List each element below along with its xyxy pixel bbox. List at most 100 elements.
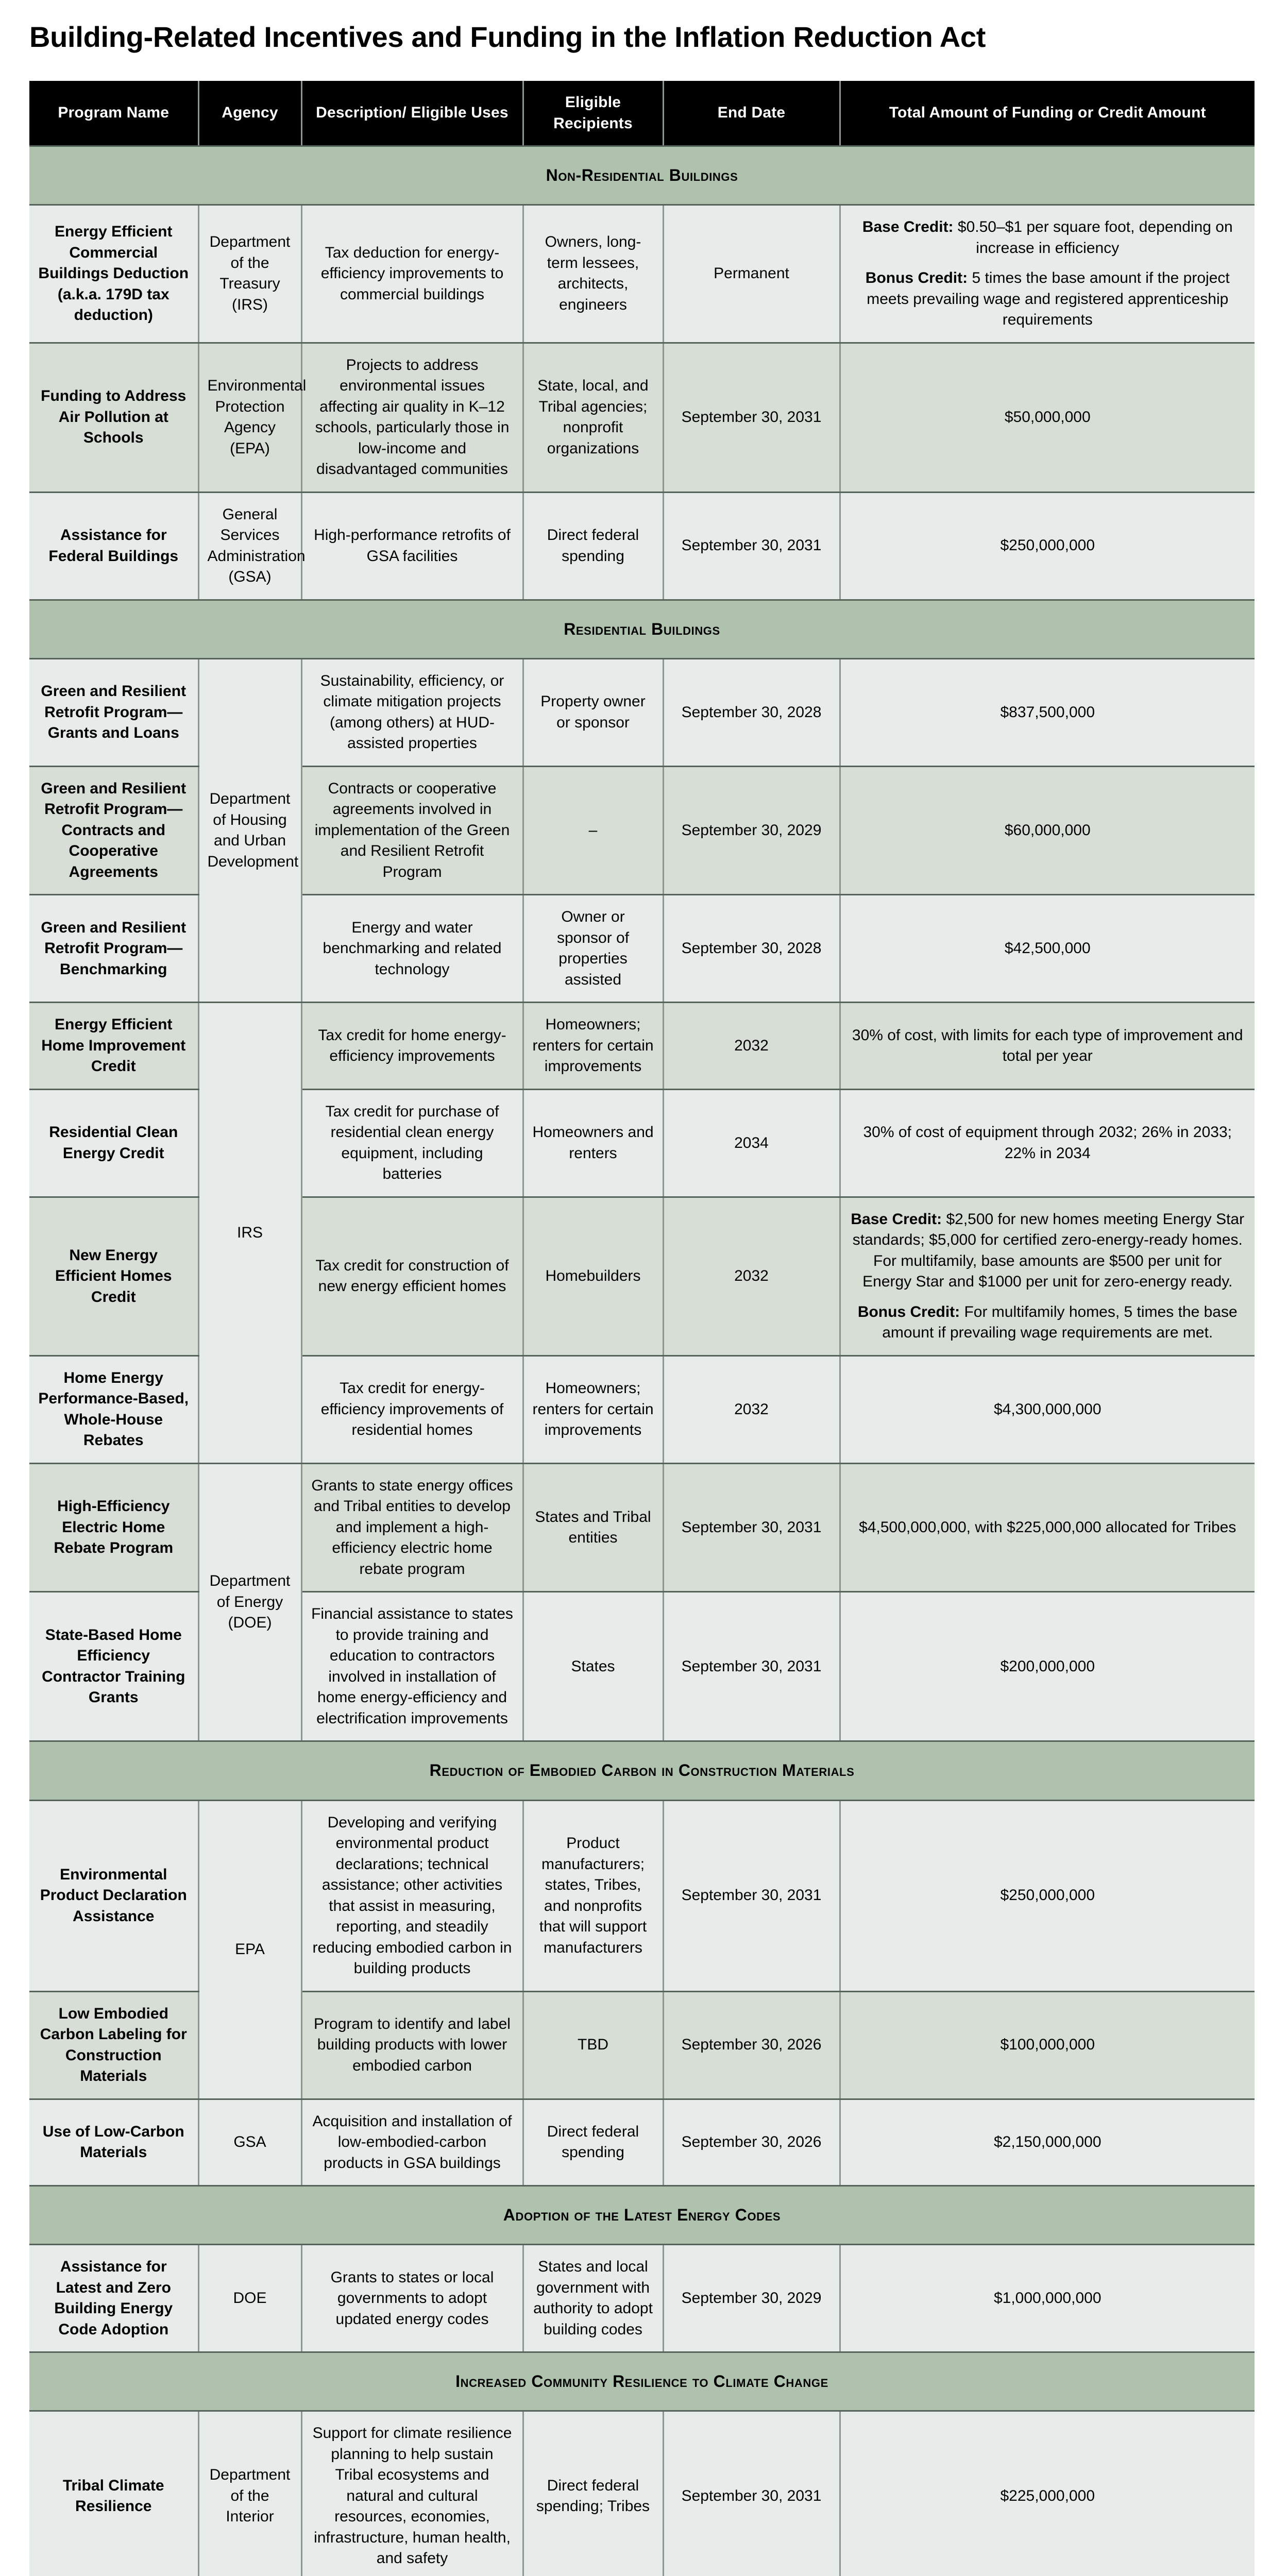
table-row: Assistance for Federal Buildings General … [29, 492, 1255, 601]
cell-eligible-recipients: Homeowners; renters for certain improvem… [523, 1355, 664, 1464]
cell-program-name: Green and Resilient Retrofit Program—Gra… [29, 658, 199, 767]
cell-agency: IRS [198, 1002, 302, 1464]
section-band-row: Adoption of the Latest Energy Codes [29, 2185, 1255, 2246]
cell-eligible-recipients: Direct federal spending; Tribes [523, 2411, 664, 2576]
column-header-total-amount: Total Amount of Funding or Credit Amount [840, 81, 1255, 147]
cell-total-amount: $2,150,000,000 [840, 2099, 1255, 2187]
header-row: Program Name Agency Description/ Eligibl… [29, 81, 1255, 147]
cell-description: Tax credit for purchase of residential c… [301, 1089, 524, 1198]
cell-description: Sustainability, efficiency, or climate m… [301, 658, 524, 767]
table-row: Environmental Product Declaration Assist… [29, 1800, 1255, 2100]
cell-end-date: Permanent [663, 205, 841, 344]
column-header-end-date: End Date [663, 81, 841, 147]
cell-eligible-recipients: State, local, and Tribal agencies; nonpr… [523, 343, 664, 493]
cell-total-amount: $60,000,000 [840, 766, 1255, 896]
cell-description: Support for climate resilience planning … [301, 2411, 524, 2576]
table-row: Energy Efficient Home Improvement Credit… [29, 1002, 1255, 1464]
cell-eligible-recipients: States and local government with authori… [523, 2244, 664, 2353]
cell-eligible-recipients: TBD [523, 1991, 664, 2100]
cell-eligible-recipients: Homeowners; renters for certain improvem… [523, 1002, 664, 1090]
cell-eligible-recipients: States [523, 1591, 664, 1742]
cell-total-amount: $42,500,000 [840, 894, 1255, 1004]
table-row: Use of Low-Carbon Materials GSA Acquisitio… [29, 2099, 1255, 2187]
cell-total-amount: $100,000,000 [840, 1991, 1255, 2100]
cell-eligible-recipients: Property owner or sponsor [523, 658, 664, 767]
cell-total-amount: Base Credit: $0.50–$1 per square foot, d… [840, 205, 1255, 344]
cell-eligible-recipients: Owners, long-term lessees, architects, e… [523, 205, 664, 344]
cell-program-name: Funding to Address Air Pollution at Scho… [29, 343, 199, 493]
section-heading: Increased Community Resilience to Climat… [29, 2351, 1255, 2412]
cell-agency: EPA [198, 1800, 302, 2100]
cell-eligible-recipients: Direct federal spending [523, 2099, 664, 2187]
cell-program-name: Green and Resilient Retrofit Program—Ben… [29, 894, 199, 1004]
cell-end-date: September 30, 2028 [663, 894, 841, 1004]
cell-agency: General Services Administration (GSA) [198, 492, 306, 601]
cell-program-name: Assistance for Federal Buildings [29, 492, 199, 601]
cell-description: Developing and verifying environmental p… [301, 1800, 524, 1992]
table-header: Program Name Agency Description/ Eligibl… [29, 81, 1255, 147]
section-band-row: Increased Community Resilience to Climat… [29, 2351, 1255, 2412]
column-header-program-name: Program Name [29, 81, 199, 147]
cell-description: Program to identify and label building p… [301, 1991, 524, 2100]
cell-eligible-recipients: Direct federal spending [523, 492, 664, 601]
cell-agency: DOE [198, 2244, 302, 2353]
cell-end-date: September 30, 2031 [663, 492, 841, 601]
cell-program-name: Energy Efficient Commercial Buildings De… [29, 205, 199, 344]
cell-total-amount: $4,500,000,000, with $225,000,000 alloca… [840, 1463, 1255, 1593]
cell-total-amount: $200,000,000 [840, 1591, 1255, 1742]
cell-eligible-recipients: Homebuilders [523, 1197, 664, 1357]
cell-eligible-recipients: Owner or sponsor of properties assisted [523, 894, 664, 1004]
cell-program-name: Use of Low-Carbon Materials [29, 2099, 199, 2187]
cell-program-name: New Energy Efficient Homes Credit [29, 1197, 199, 1357]
cell-total-amount: $50,000,000 [840, 343, 1255, 493]
cell-end-date: September 30, 2031 [663, 1800, 841, 1992]
cell-description: Tax deduction for energy-efficiency impr… [301, 205, 524, 344]
section-band-row: Non-Residential Buildings [29, 145, 1255, 206]
cell-program-name: Tribal Climate Resilience [29, 2411, 199, 2576]
table-row: Energy Efficient Commercial Buildings De… [29, 205, 1255, 344]
section-heading: Residential Buildings [29, 599, 1255, 659]
cell-total-amount: $837,500,000 [840, 658, 1255, 767]
cell-description: Financial assistance to states to provid… [301, 1591, 524, 1742]
cell-eligible-recipients: Product manufacturers; states, Tribes, a… [523, 1800, 664, 1992]
cell-end-date: September 30, 2026 [663, 2099, 841, 2187]
cell-end-date: 2034 [663, 1089, 841, 1198]
cell-description: Acquisition and installation of low-embo… [301, 2099, 524, 2187]
table-row: Green and Resilient Retrofit Program—Gra… [29, 658, 1255, 1004]
table-row: State-Based Home Efficiency Contractor T… [29, 1591, 1255, 1742]
column-header-eligible-recipients: Eligible Recipients [523, 81, 664, 147]
cell-eligible-recipients: States and Tribal entities [523, 1463, 664, 1593]
cell-agency: Environmental Protection Agency (EPA) [198, 343, 306, 493]
section-band-row: Reduction of Embodied Carbon in Construc… [29, 1740, 1255, 1801]
cell-program-name: High-Efficiency Electric Home Rebate Pro… [29, 1463, 199, 1593]
cell-description: Tax credit for construction of new energ… [301, 1197, 524, 1357]
table-row: Assistance for Latest and Zero Building … [29, 2244, 1255, 2353]
cell-description: Grants to state energy offices and Triba… [301, 1463, 524, 1593]
cell-agency: GSA [198, 2099, 302, 2187]
section-band-row: Residential Buildings [29, 599, 1255, 659]
column-header-description: Description/ Eligible Uses [301, 81, 524, 147]
cell-end-date: September 30, 2031 [663, 2411, 841, 2576]
cell-description: Tax credit for home energy-efficiency im… [301, 1002, 524, 1090]
column-header-agency: Agency [198, 81, 302, 147]
cell-program-name: Low Embodied Carbon Labeling for Constru… [29, 1991, 199, 2100]
cell-agency: Department of the Interior [198, 2411, 302, 2576]
cell-end-date: September 30, 2031 [663, 1591, 841, 1742]
section-heading: Non-Residential Buildings [29, 145, 1255, 206]
cell-end-date: September 30, 2028 [663, 658, 841, 767]
cell-total-amount: $250,000,000 [840, 492, 1255, 601]
cell-eligible-recipients: – [523, 766, 664, 896]
table-row: Home Energy Performance-Based, Whole-Hou… [29, 1355, 1255, 1464]
cell-end-date: September 30, 2031 [663, 343, 841, 493]
table-body: Non-Residential Buildings Energy Efficien… [29, 145, 1255, 2576]
cell-end-date: September 30, 2029 [663, 766, 841, 896]
cell-program-name: Green and Resilient Retrofit Program—Con… [29, 766, 199, 896]
cell-agency: Department of Energy (DOE) [198, 1463, 302, 1742]
cell-description: Projects to address environmental issues… [301, 343, 524, 493]
cell-end-date: September 30, 2031 [663, 1463, 841, 1593]
incentives-table: Program Name Agency Description/ Eligibl… [29, 81, 1255, 2576]
cell-description: High-performance retrofits of GSA facili… [301, 492, 524, 601]
cell-total-amount: 30% of cost, with limits for each type o… [840, 1002, 1255, 1090]
cell-eligible-recipients: Homeowners and renters [523, 1089, 664, 1198]
